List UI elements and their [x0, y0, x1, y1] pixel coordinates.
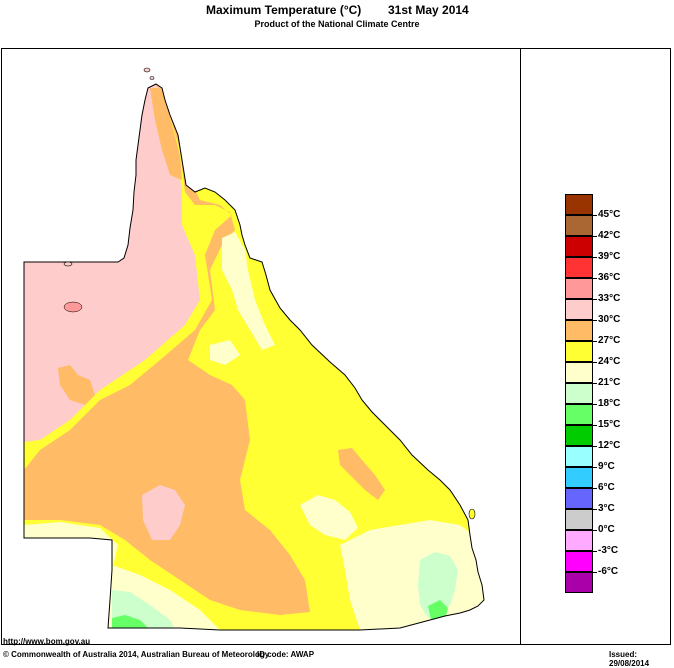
legend-tick — [593, 446, 597, 447]
legend-swatch — [565, 362, 593, 383]
frame-divider — [520, 48, 521, 645]
legend-swatch — [565, 257, 593, 278]
legend-label: 36°C — [598, 272, 621, 283]
map-title: Maximum Temperature (°C) 31st May 2014 — [0, 3, 674, 19]
map-subtitle: Product of the National Climate Centre — [254, 19, 420, 29]
legend-swatch — [565, 551, 593, 572]
zone-27-30-east-patch — [338, 448, 385, 500]
zone-21-24-tableland — [222, 232, 275, 350]
legend-tick — [593, 551, 597, 552]
legend-tick — [593, 488, 597, 489]
legend-tick — [593, 215, 597, 216]
legend-label: 12°C — [598, 440, 621, 451]
island-north — [143, 67, 151, 73]
legend-tick — [593, 572, 597, 573]
legend-tick — [593, 320, 597, 321]
legend-tick — [593, 278, 597, 279]
legend-tick — [593, 362, 597, 363]
map-frame — [1, 48, 671, 645]
legend-swatch — [565, 572, 593, 593]
legend-swatch — [565, 509, 593, 530]
legend-label: 6°C — [598, 482, 615, 493]
legend-label: 15°C — [598, 419, 621, 430]
legend-swatch — [565, 194, 593, 215]
legend-swatch — [565, 236, 593, 257]
legend-swatch — [565, 488, 593, 509]
footer-issued: Issued: 29/08/2014 — [609, 650, 650, 668]
legend-tick — [593, 530, 597, 531]
legend-label: 18°C — [598, 398, 621, 409]
legend-swatch — [565, 320, 593, 341]
legend-swatch — [565, 404, 593, 425]
legend-label: 30°C — [598, 314, 621, 325]
zone-30-33-central — [142, 485, 185, 540]
legend-swatch — [565, 278, 593, 299]
legend-label: 39°C — [598, 251, 621, 262]
zone-15-18-southwest — [112, 615, 150, 630]
legend-tick — [593, 257, 597, 258]
legend-tick — [593, 299, 597, 300]
temperature-zones — [24, 84, 484, 630]
legend-label: 27°C — [598, 335, 621, 346]
island-fraser — [468, 508, 476, 520]
legend-label: 3°C — [598, 503, 615, 514]
zone-18-21-southeast — [418, 552, 458, 618]
title-date: 31st May 2014 — [388, 3, 469, 17]
legend-swatch — [565, 299, 593, 320]
legend-tick — [593, 341, 597, 342]
legend-swatch — [565, 530, 593, 551]
legend-label: 42°C — [598, 230, 621, 241]
legend-tick — [593, 467, 597, 468]
zone-21-24-patch-1 — [210, 340, 240, 365]
footer-id-code: ID code: AWAP — [257, 650, 315, 659]
zone-27-30 — [24, 84, 310, 615]
legend-tick — [593, 425, 597, 426]
zone-27-30-west-blob — [58, 365, 95, 405]
footer-url: http://www.bom.gov.au — [3, 637, 91, 646]
legend-swatch — [565, 467, 593, 488]
queensland-outline — [23, 83, 485, 631]
footer-copyright: © Commonwealth of Australia 2014, Austra… — [3, 650, 270, 659]
island-north-2 — [149, 76, 155, 80]
legend-swatch — [565, 215, 593, 236]
legend-label: 0°C — [598, 524, 615, 535]
legend-tick — [593, 404, 597, 405]
zone-21-24-patch-2 — [300, 495, 358, 540]
zone-33-36-spot — [63, 301, 83, 313]
legend-tick — [593, 509, 597, 510]
legend-label: 9°C — [598, 461, 615, 472]
legend-swatch — [565, 446, 593, 467]
legend-label: -3°C — [598, 545, 619, 556]
zone-27-30-cape — [150, 88, 182, 180]
legend-label: 21°C — [598, 377, 621, 388]
title-text: Maximum Temperature (°C) — [206, 3, 362, 17]
legend-swatch — [565, 383, 593, 404]
legend-label: 33°C — [598, 293, 621, 304]
legend-swatch — [565, 341, 593, 362]
legend-label: 45°C — [598, 209, 621, 220]
zone-21-24-southeast — [340, 520, 484, 630]
legend-swatch — [565, 425, 593, 446]
legend-tick — [593, 236, 597, 237]
island-gulf — [63, 261, 73, 267]
legend-tick — [593, 383, 597, 384]
legend-label: 24°C — [598, 356, 621, 367]
legend-label: -6°C — [598, 566, 619, 577]
